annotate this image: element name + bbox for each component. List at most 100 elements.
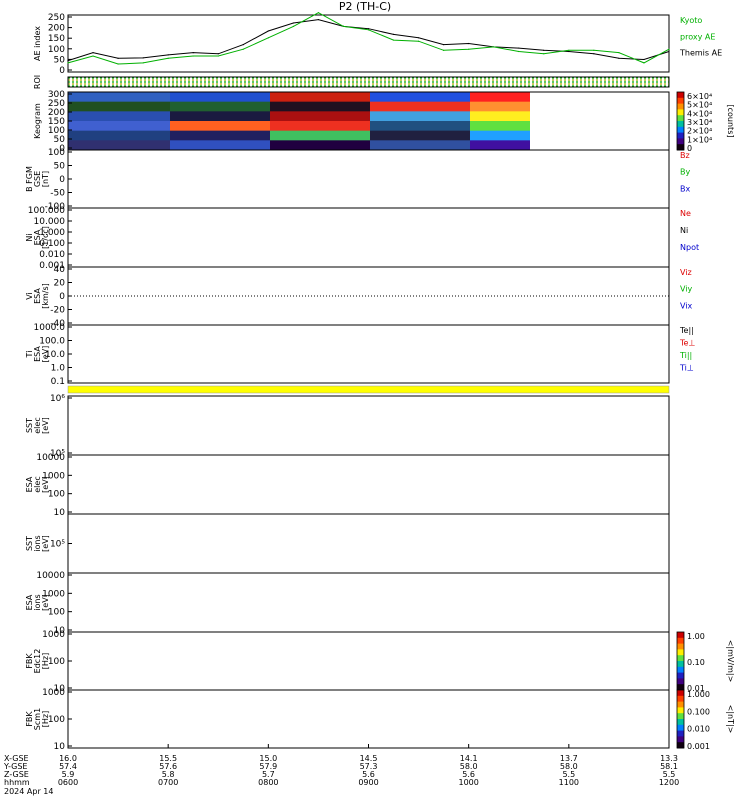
x-tick-label: 5.6 [462,770,475,779]
colorbar-segment [677,144,684,151]
keogram-cell [68,130,170,141]
colorbar-segment [677,701,684,708]
series-line-themis-ae [67,19,670,62]
ae-point [493,46,495,48]
y-axis-label: ESA [33,229,42,245]
y-axis-label: [eV] [41,594,50,611]
x-row-label-zgse: Z-GSE [4,770,29,779]
y-axis-label: FBK [25,711,34,727]
keogram-cell [68,140,170,151]
ae-point [217,53,219,55]
colorbar-tick-label: 0.10 [687,658,705,667]
colorbar-segment [677,115,684,122]
panel-ssti: 10⁵ SST ions [eV] [25,513,670,574]
ae-series [67,12,670,65]
legend-vix: Vix [680,301,693,310]
y-axis-label: [Hz] [41,711,50,727]
panel-fbkb: 1000 100 10 FBK Scm1 [Hz] [25,688,670,752]
y-tick-label: 100.0 [39,337,65,347]
keogram-cell [68,111,170,122]
ae-point [543,49,545,51]
x-tick-label: 16.0 [59,754,77,763]
colorbar-segment [677,132,684,139]
x-tick-label: 57.4 [59,762,77,771]
legend-by: By [680,168,690,177]
colorbar-segment [677,655,684,662]
panel-sste: 10⁶ 10⁵ SST elec [eV] [25,394,670,459]
ae-point [167,54,169,56]
y-tick-label: 10.000 [34,217,66,227]
x-tick-label: 13.7 [560,754,578,763]
y-axis-label: SST [25,418,34,433]
x-tick-label: 5.5 [562,770,575,779]
colorbar-tick-label: 4×10⁴ [687,109,712,118]
y-tick-label: 100 [48,490,65,500]
x-tick-label: 0700 [158,778,178,787]
colorbar-segment [677,690,684,697]
ae-point [643,62,645,64]
ae-point [417,37,420,39]
y-tick-label: 10⁶ [50,394,65,404]
keogram-cell [270,92,370,103]
colorbar-tick-label: 2×10⁴ [687,127,712,136]
colorbar-segment [677,736,684,743]
keogram-cell [370,92,470,103]
y-tick-label: 0 [59,144,65,154]
y-tick-label: 1000 [42,589,65,599]
keogram-cell [270,111,370,122]
y-axis-label: [eV] [41,417,50,434]
colorbar-segment [677,666,684,674]
x-tick-label: 14.5 [360,754,378,763]
y-tick-label: 0 [59,66,65,76]
y-tick-label: 1000 [42,471,65,481]
legend-viz: Viz [680,268,692,277]
colorbar-frame [676,91,685,151]
x-tick-label: 13.3 [660,754,678,763]
colorbar-segment [677,92,684,99]
y-tick-label: 1.000 [39,228,65,238]
y-tick-label: -40 [50,319,65,329]
panel-frame-ssti [67,513,670,574]
keogram-cell [170,140,270,151]
x-tick-label: 58.1 [660,762,678,771]
y-tick-label: 100.000 [28,206,65,216]
ae-point [392,39,395,41]
y-axis-label: [eV] [41,535,50,552]
ae-point [217,55,219,57]
y-tick-label: 0.010 [39,250,65,260]
keogram-cell [170,130,270,141]
panel-frame-roi [67,76,670,88]
ae-point [543,53,545,55]
keogram-cell [470,111,530,122]
ae-point [242,48,244,50]
ae-point [242,44,244,46]
colorbar-unit-label: [counts] [726,105,735,138]
y-tick-label: 100 [48,45,65,55]
y-tick-label: -100 [45,202,66,212]
y-tick-label: 10⁵ [50,449,65,459]
y-axis-label: [eV] [41,476,50,493]
y-axis-label: AE index [33,26,42,61]
x-tick-label: 58.0 [460,762,478,771]
y-tick-label: 10000 [36,453,65,463]
colorbar-tick-label: 0.001 [687,742,710,751]
ae-point [518,50,520,53]
keogram-cell [170,111,270,122]
colorbar-segment [677,109,684,116]
legend-ti: Ti|| [679,351,692,360]
ae-point [417,40,420,42]
y-tick-label: 0 [59,292,65,302]
y-tick-label: 200 [48,108,65,118]
keogram-cell [270,130,370,141]
y-axis-label: ions [33,594,42,610]
y-tick-label: 10 [54,684,66,694]
keogram-cell [68,92,170,103]
colorbar-unit-label: <|nT|> [726,705,735,734]
keogram-cell [68,121,170,132]
x-tick-label: 1100 [559,778,579,787]
y-tick-label: 250 [48,99,65,109]
x-tick-label: 14.1 [460,754,478,763]
y-tick-label: 10.0 [45,350,65,360]
x-tick-label: 57.9 [259,762,277,771]
panel-esae: 10000 1000 100 10 ESA elec [eV] [25,453,670,518]
